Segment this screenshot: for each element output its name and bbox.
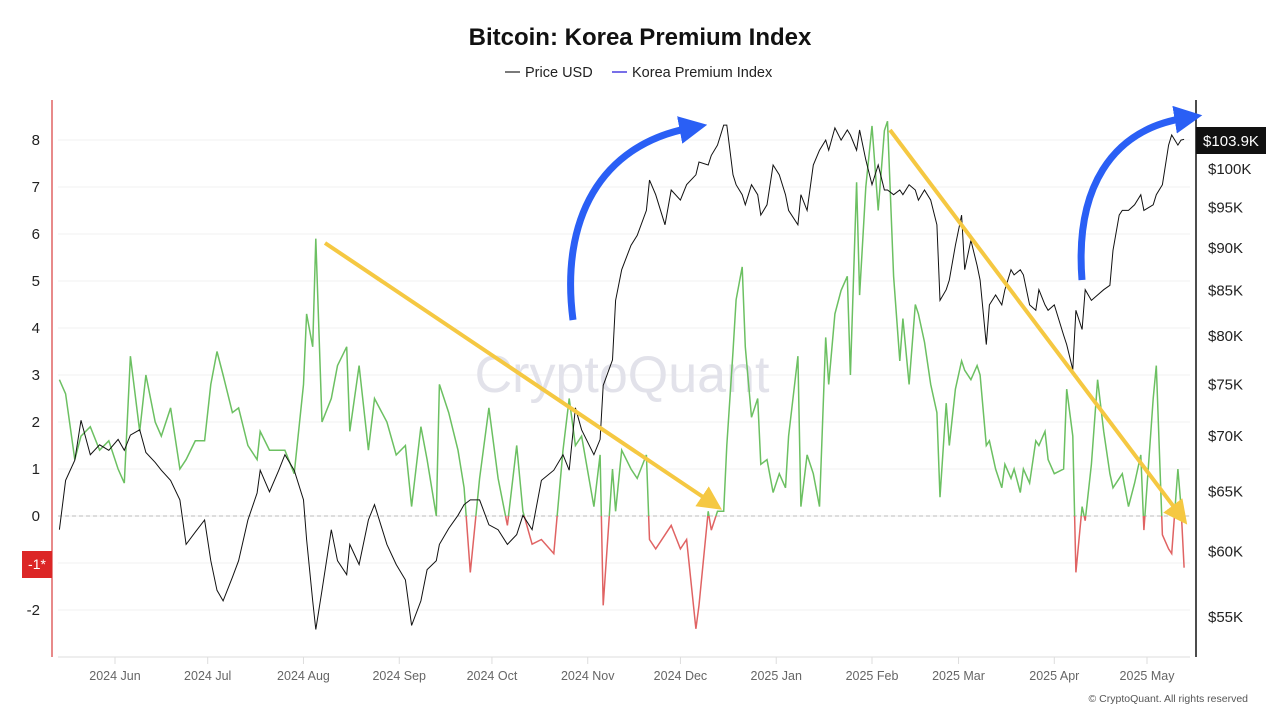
up-arrow-1 xyxy=(567,116,708,321)
x-tick-label: 2025 Feb xyxy=(846,669,899,683)
x-tick-label: 2024 Aug xyxy=(277,669,330,683)
legend-label-kpi[interactable]: Korea Premium Index xyxy=(632,65,773,81)
gridlines xyxy=(58,139,1190,611)
left-badge-text: -1* xyxy=(28,556,46,572)
left-axis-ticks: 8 7 6 5 4 3 2 1 0 -2 xyxy=(27,132,40,619)
x-tick-label: 2025 Apr xyxy=(1029,669,1079,683)
right-tick-label: $55K xyxy=(1208,609,1243,626)
copyright-footer: © CryptoQuant. All rights reserved xyxy=(1089,693,1249,705)
right-tick-label: $80K xyxy=(1208,328,1243,345)
chart-title: Bitcoin: Korea Premium Index xyxy=(469,24,812,51)
x-tick-label: 2024 Jul xyxy=(184,669,231,683)
trend-arrow-down-2 xyxy=(888,128,1188,525)
legend: Price USD Korea Premium Index xyxy=(505,65,773,81)
right-tick-label: $70K xyxy=(1208,428,1243,445)
price-line xyxy=(58,124,1185,630)
right-tick-label: $85K xyxy=(1208,283,1243,300)
right-tick-label: $60K xyxy=(1208,544,1243,561)
left-tick-label: 8 xyxy=(32,132,40,149)
left-tick-label: -2 xyxy=(27,602,40,619)
x-tick-label: 2025 Jan xyxy=(751,669,802,683)
left-tick-label: 5 xyxy=(32,273,40,290)
x-tick-label: 2025 Mar xyxy=(932,669,985,683)
legend-label-price[interactable]: Price USD xyxy=(525,65,593,81)
right-tick-label: $90K xyxy=(1208,240,1243,257)
left-tick-label: 1 xyxy=(32,461,40,478)
right-tick-label: $65K xyxy=(1208,484,1243,501)
up-arrow-2 xyxy=(1077,105,1203,281)
x-tick-label: 2024 Nov xyxy=(561,669,615,683)
x-tick-label: 2024 Sep xyxy=(372,669,426,683)
left-tick-label: 0 xyxy=(32,508,40,525)
series-layer xyxy=(58,120,1185,630)
right-tick-label: $75K xyxy=(1208,376,1243,393)
trend-arrow-down-1 xyxy=(323,241,722,510)
x-tick-label: 2025 May xyxy=(1120,669,1176,683)
right-badge-text: $103.9K xyxy=(1203,133,1259,150)
annotations xyxy=(323,105,1203,525)
left-tick-label: 7 xyxy=(32,179,40,196)
x-axis-ticks: 2024 Jun 2024 Jul 2024 Aug 2024 Sep 2024 Oct… xyxy=(89,657,1175,683)
x-tick-label: 2024 Jun xyxy=(89,669,140,683)
left-tick-label: 2 xyxy=(32,414,40,431)
left-tick-label: 3 xyxy=(32,367,40,384)
left-tick-label: 6 xyxy=(32,226,40,243)
left-current-badge: -1* xyxy=(22,551,52,578)
right-axis-ticks: $100K $95K $90K $85K $80K $75K $70K $65K $60K $55… xyxy=(1208,161,1251,626)
x-tick-label: 2024 Oct xyxy=(467,669,518,683)
x-tick-label: 2024 Dec xyxy=(654,669,708,683)
left-tick-label: 4 xyxy=(32,320,40,337)
right-current-badge: $103.9K xyxy=(1196,127,1266,154)
right-tick-label: $95K xyxy=(1208,199,1243,216)
right-tick-label: $100K xyxy=(1208,161,1251,178)
